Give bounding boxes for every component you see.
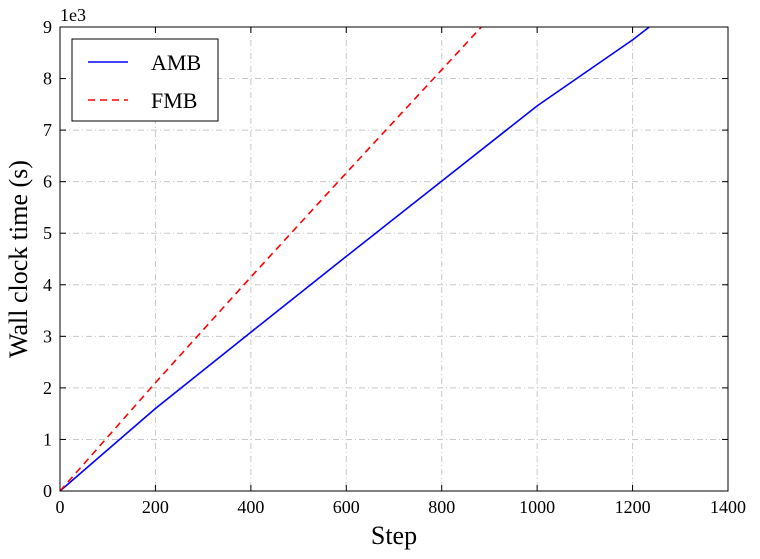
- legend: AMB FMB: [71, 38, 219, 122]
- plot-frame: [59, 26, 729, 492]
- y-tick-label: 9: [43, 17, 52, 37]
- x-tick-label: 0: [56, 497, 65, 517]
- legend-label-amb: AMB: [151, 50, 201, 75]
- series-line-amb: [59, 26, 650, 492]
- axis-layer: 0 200 400 600 800 1000 1200 1400 0 1 2 3 4 5 6 7 8 9: [43, 17, 746, 517]
- y-tick-label: 0: [43, 481, 52, 501]
- y-tick-label: 8: [43, 69, 52, 89]
- legend-box: [71, 38, 219, 122]
- y-axis-scale-label: 1e3: [60, 5, 86, 25]
- x-tick-label: 1000: [519, 497, 555, 517]
- y-tick-label: 5: [43, 223, 52, 243]
- y-axis-title: Wall clock time (s): [4, 160, 33, 358]
- y-tick-label: 4: [43, 275, 52, 295]
- series-line-fmb: [59, 26, 482, 492]
- x-tick-label: 600: [333, 497, 360, 517]
- y-tick-label: 6: [43, 172, 52, 192]
- y-tick-label: 1: [43, 429, 52, 449]
- y-tick-label: 7: [43, 120, 52, 140]
- x-tick-label: 1200: [615, 497, 651, 517]
- x-tick-label: 400: [237, 497, 264, 517]
- y-tick-label: 3: [43, 326, 52, 346]
- x-tick-label: 200: [142, 497, 169, 517]
- series-layer: [59, 26, 650, 492]
- x-tick-label: 800: [428, 497, 455, 517]
- legend-label-fmb: FMB: [151, 88, 197, 113]
- y-tick-label: 2: [43, 378, 52, 398]
- x-axis-title: Step: [371, 521, 417, 550]
- x-tick-label: 1400: [710, 497, 746, 517]
- grid-layer: [60, 27, 728, 491]
